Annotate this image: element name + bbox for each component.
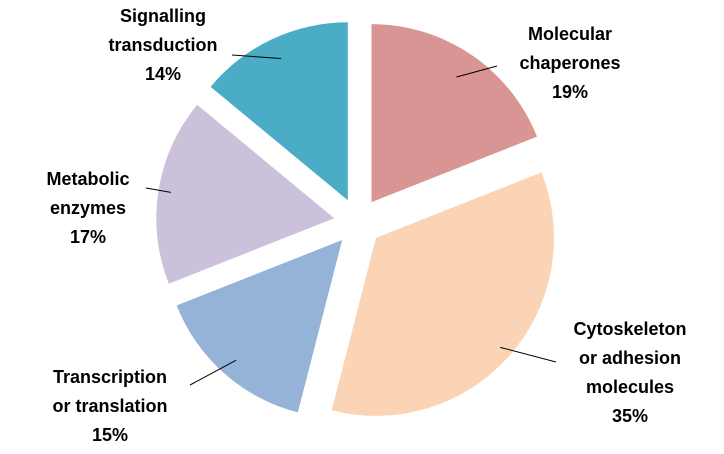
leader-line [231,54,282,60]
label-line: Molecular [528,24,612,44]
label-line: transduction [108,35,217,55]
value-label: 19% [552,82,588,102]
pie-slice [331,172,555,416]
leader-line [456,65,498,78]
value-label: 14% [145,64,181,84]
label-line: Signalling [120,6,206,26]
pie-slice [156,104,335,284]
pie-slice [176,240,343,413]
slice-label: Transcription or translation [52,367,167,416]
pie-slice [210,22,348,201]
value-label: 15% [92,425,128,445]
leader-line [500,346,557,363]
label-line: Cytoskeleton [573,319,686,339]
leader-line [145,187,171,193]
label-line: enzymes [50,198,126,218]
pie-slice [371,24,537,203]
slice-label: Cytoskeleton or adhesion molecules [573,319,686,397]
label-line: or adhesion [579,348,681,368]
label-line: Transcription [53,367,167,387]
slice-label: Molecular chaperones [519,24,620,73]
value-label: 35% [612,406,648,426]
leader-line [189,359,237,386]
value-label: 17% [70,227,106,247]
slice-label: Metabolic enzymes [46,169,129,218]
slice-label: Signalling transduction [108,6,217,55]
label-line: Metabolic [46,169,129,189]
label-line: or translation [52,396,167,416]
label-line: chaperones [519,53,620,73]
label-line: molecules [586,377,674,397]
